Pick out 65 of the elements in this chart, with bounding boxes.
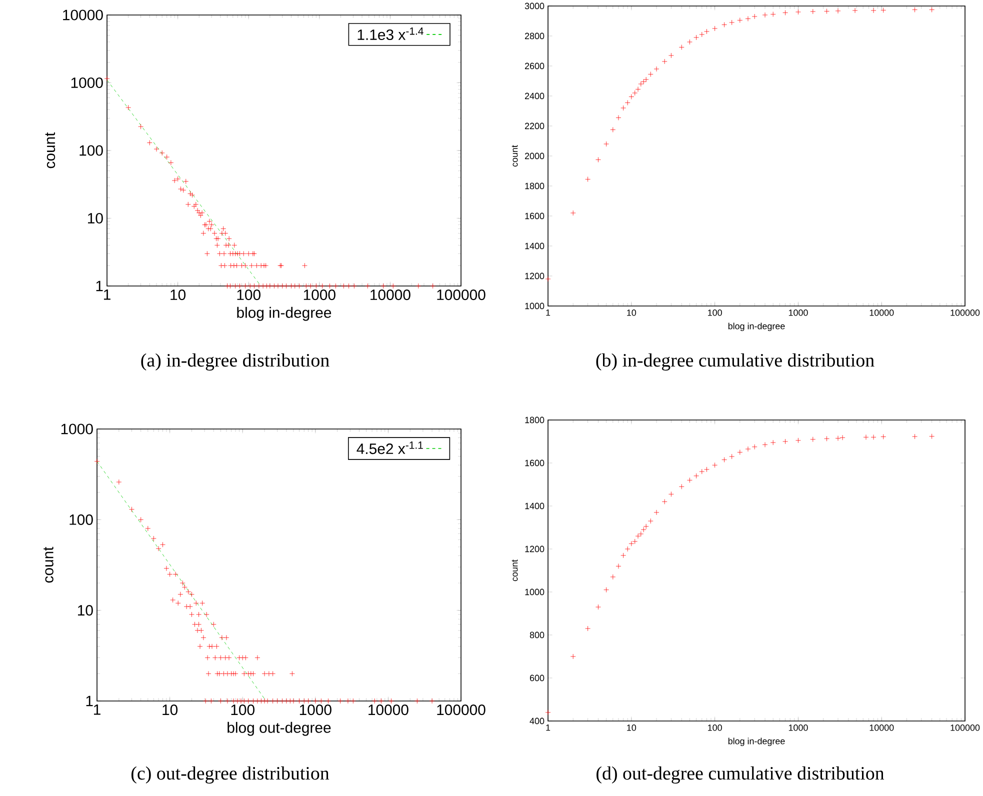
y-tick-label: 2800 [524,32,544,40]
x-tick-label: 10 [170,290,186,300]
y-tick-label: 2200 [524,122,544,130]
y-tick-label: 1 [86,696,93,706]
y-tick-label: 1000 [525,302,544,310]
x-tick-label: 100000 [437,704,486,716]
y-tick-label: 10 [88,212,103,224]
y-tick-label: 1000 [61,424,93,434]
y-tick-label: 100 [70,514,93,525]
y-tick-label: 1800 [525,416,544,424]
y-tick-label: 800 [530,632,544,638]
x-tick-label: 100000 [437,290,486,300]
x-axis-title: blog in-degree [728,738,785,746]
y-tick-label: 2600 [524,62,544,70]
x-tick-label: 1 [104,290,110,300]
x-tick-label: 100 [237,290,260,300]
text: (a) in-degree distribution [141,353,330,371]
x-tick-label: 100000 [950,724,980,731]
x-tick-label: 1 [546,310,550,316]
y-tick-label: 400 [530,718,544,724]
y-tick-label: 1000 [71,77,103,88]
y-tick-label: 2000 [524,152,544,160]
y-tick-label: 1600 [525,212,544,220]
y-tick-label: 1200 [525,272,544,280]
y-tick-label: 10000 [63,10,103,20]
x-tick-label: 1000 [788,724,808,731]
x-tick-label: 10000 [368,704,408,716]
y-tick-label: 1400 [525,242,544,250]
x-tick-label: 1000 [788,309,808,316]
x-tick-label: 10000 [370,290,410,300]
x-tick-label: 100 [708,724,722,731]
y-tick-label: 100 [80,145,103,156]
x-tick-label: 10 [162,704,178,716]
x-tick-label: 10000 [870,309,894,316]
y-axis-title: count [44,546,54,583]
y-tick-label: 1 [96,280,103,292]
text: (c) out-degree distribution [131,766,330,784]
x-tick-label: 10 [627,309,636,316]
x-tick-label: 100 [231,704,254,716]
legend-label: 4.5e2 x$^{-1.1}$ [356,442,423,454]
y-tick-label: 600 [530,674,544,682]
x-tick-label: 10 [627,724,636,731]
x-tick-label: 1000 [304,290,336,300]
x-tick-label: 100000 [950,309,980,316]
x-axis-title: blog in-degree [728,322,785,332]
text: (d) out-degree cumulative distribution [596,766,884,784]
x-tick-label: 1000 [300,704,332,716]
x-tick-label: 100 [708,309,722,316]
y-tick-label: 1800 [525,182,544,190]
x-tick-label: 10000 [870,724,894,731]
y-axis-title: count [512,145,518,167]
y-tick-label: 2400 [524,92,544,100]
y-axis-title: count [45,132,56,168]
y-tick-label: 1000 [525,588,544,596]
x-tick-label: 1 [546,724,550,731]
x-axis-title: blog out-degree [228,722,331,736]
y-tick-label: 1200 [525,546,544,552]
text: (b) in-degree cumulative distribution [596,353,874,371]
y-tick-label: 1600 [525,460,544,466]
y-tick-label: 3000 [524,2,544,10]
legend-label: 1.1e3 x$^{-1.4}$ [358,28,424,40]
y-tick-label: 10 [78,605,93,616]
x-axis-title: blog in-degree [237,306,332,321]
y-tick-label: 1400 [525,502,544,510]
y-axis-title: count [512,560,518,582]
